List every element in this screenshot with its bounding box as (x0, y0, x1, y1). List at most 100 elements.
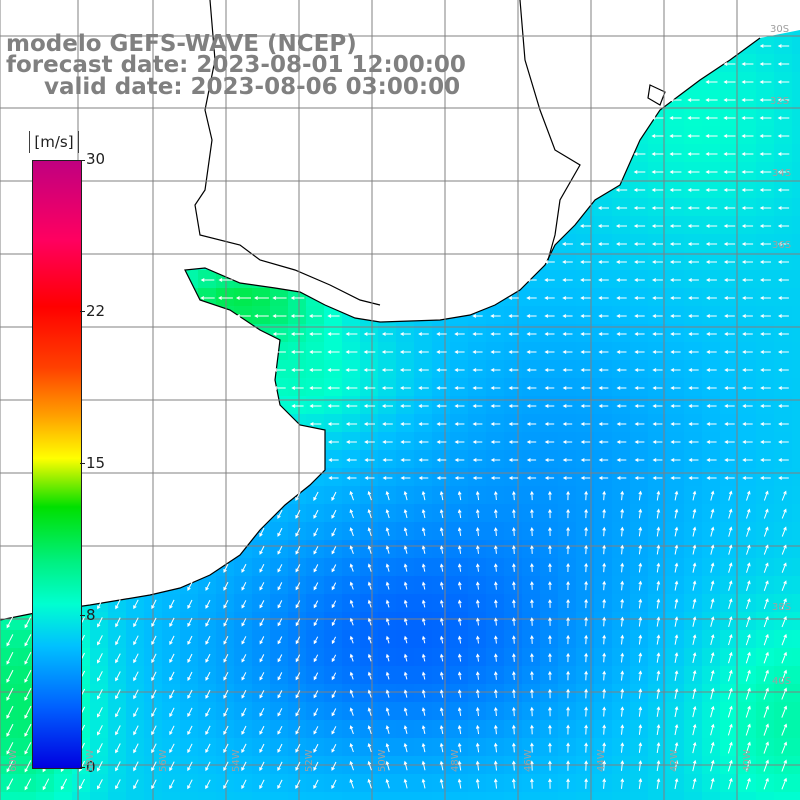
wind-arrow (385, 725, 390, 735)
wind-arrow (115, 725, 121, 736)
field-cell (702, 504, 720, 522)
field-cell (540, 594, 558, 612)
field-cell (558, 792, 576, 800)
wind-arrow (205, 761, 211, 772)
field-cell (756, 324, 774, 342)
wind-arrow (620, 544, 625, 555)
field-cell (126, 684, 144, 702)
wind-arrow (727, 759, 733, 772)
wind-arrow (763, 490, 769, 501)
wind-arrow (309, 332, 322, 336)
field-cell (342, 720, 360, 738)
wind-arrow (259, 690, 265, 699)
field-cell (432, 486, 450, 504)
wind-arrow (651, 170, 664, 174)
field-cell (450, 342, 468, 360)
wind-arrow (620, 760, 625, 771)
field-cell (432, 558, 450, 576)
wind-arrow (418, 440, 429, 444)
field-cell (702, 612, 720, 630)
wind-arrow (241, 743, 247, 754)
wind-arrow (385, 707, 390, 716)
wind-arrow (472, 368, 483, 372)
wind-arrow (421, 689, 426, 698)
field-cell (702, 108, 720, 126)
wind-arrow (706, 350, 717, 354)
wind-arrow (777, 62, 790, 66)
wind-arrow (706, 278, 717, 282)
wind-arrow (760, 458, 771, 462)
field-cell (342, 414, 360, 432)
wind-arrow (562, 404, 573, 408)
wind-arrow (781, 490, 787, 501)
field-cell (666, 792, 684, 800)
wind-arrow (674, 544, 679, 555)
field-cell (324, 666, 342, 684)
wind-arrow (328, 476, 339, 480)
field-cell (252, 594, 270, 612)
wind-arrow (421, 599, 426, 608)
field-cell (486, 342, 504, 360)
field-cell (648, 270, 666, 288)
field-cell (756, 720, 774, 738)
wind-arrow (706, 332, 717, 336)
wind-arrow (598, 242, 609, 246)
field-cell (72, 774, 90, 792)
field-cell (612, 504, 630, 522)
wind-arrow (399, 350, 411, 354)
wind-arrow (151, 617, 157, 627)
wind-arrow (584, 634, 588, 645)
wind-arrow (638, 490, 643, 501)
wind-arrow (490, 368, 501, 372)
field-cell (522, 522, 540, 540)
wind-arrow (439, 778, 444, 789)
wind-arrow (187, 707, 193, 718)
field-cell (666, 450, 684, 468)
field-cell (738, 540, 756, 558)
field-cell (684, 162, 702, 180)
wind-arrow (313, 761, 319, 771)
wind-arrow (669, 188, 682, 192)
wind-arrow (669, 98, 682, 102)
wind-arrow (403, 707, 408, 716)
field-cell (504, 486, 522, 504)
wind-arrow (652, 296, 663, 300)
field-cell (594, 648, 612, 666)
field-cell (576, 342, 594, 360)
field-cell (180, 630, 198, 648)
field-cell (252, 702, 270, 720)
field-cell (468, 738, 486, 756)
wind-arrow (781, 651, 787, 664)
wind-arrow (620, 778, 625, 789)
field-cell (594, 612, 612, 630)
field-cell (702, 342, 720, 360)
field-cell (414, 432, 432, 450)
field-cell (342, 486, 360, 504)
field-cell (756, 270, 774, 288)
field-cell (270, 720, 288, 738)
wind-arrow (745, 669, 751, 682)
wind-arrow (472, 350, 483, 354)
field-cell (756, 126, 774, 144)
wind-arrow (6, 760, 14, 773)
field-cell (756, 468, 774, 486)
wind-arrow (634, 350, 645, 354)
wind-arrow (512, 617, 516, 626)
field-cell (648, 558, 666, 576)
wind-arrow (295, 491, 301, 502)
wind-arrow (512, 527, 516, 536)
field-cell (288, 522, 306, 540)
field-cell (558, 288, 576, 306)
wind-arrow (259, 672, 265, 681)
field-cell (648, 288, 666, 306)
wind-arrow (385, 635, 390, 644)
wind-arrow (273, 350, 286, 354)
field-cell (792, 792, 800, 800)
field-cell (774, 702, 792, 720)
field-cell (792, 486, 800, 504)
wind-arrow (205, 635, 211, 645)
field-cell (774, 522, 792, 540)
wind-arrow (566, 760, 570, 771)
wind-arrow (710, 580, 715, 591)
wind-arrow (598, 386, 609, 390)
